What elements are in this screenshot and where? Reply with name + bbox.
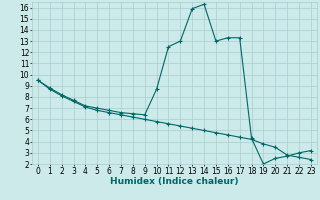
X-axis label: Humidex (Indice chaleur): Humidex (Indice chaleur) — [110, 177, 239, 186]
